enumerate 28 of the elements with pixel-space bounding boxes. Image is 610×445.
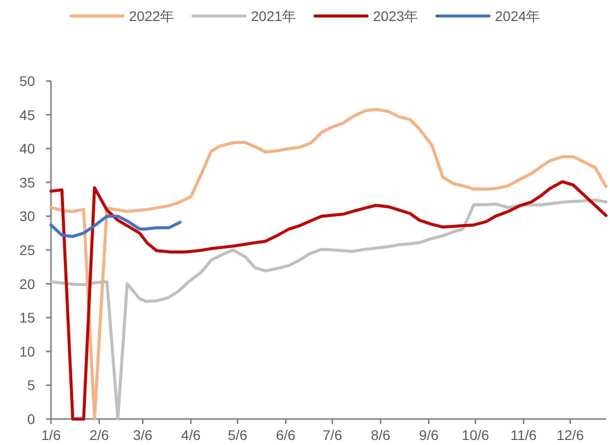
x-tick-label: 10/6	[462, 427, 490, 443]
y-tick-label: 5	[27, 377, 36, 394]
legend-label: 2023年	[373, 8, 418, 24]
y-tick-label: 45	[19, 106, 36, 123]
y-tick-label: 10	[19, 343, 36, 360]
x-tick-label: 2/6	[89, 427, 110, 443]
x-tick-label: 7/6	[322, 427, 342, 443]
x-tick-label: 4/6	[181, 427, 201, 443]
y-tick-label: 40	[19, 140, 36, 157]
x-tick-label: 9/6	[419, 427, 439, 443]
x-tick-label: 3/6	[132, 427, 153, 443]
y-tick-label: 0	[27, 411, 36, 427]
y-tick-label: 50	[19, 73, 36, 89]
x-tick-label: 12/6	[556, 427, 584, 443]
x-tick-label: 8/6	[370, 427, 391, 443]
x-tick-label: 5/6	[228, 427, 248, 443]
x-tick-label: 1/6	[41, 427, 61, 443]
x-tick-label: 11/6	[510, 427, 537, 443]
x-tick-label: 6/6	[276, 427, 296, 443]
legend-label: 2022年	[129, 8, 174, 24]
y-tick-label: 30	[19, 208, 36, 224]
y-tick-label: 35	[19, 174, 36, 190]
y-tick-label: 20	[19, 276, 36, 292]
legend-label: 2024年	[495, 8, 540, 24]
y-tick-label: 25	[19, 242, 36, 258]
legend-label: 2021年	[251, 8, 296, 24]
y-tick-label: 15	[19, 310, 36, 326]
line-series	[50, 214, 182, 238]
